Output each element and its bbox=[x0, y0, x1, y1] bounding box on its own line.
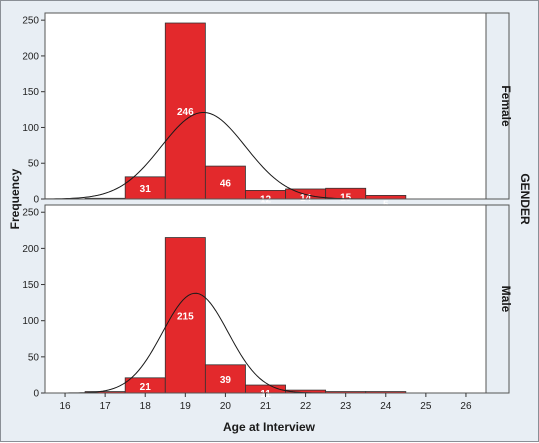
y-tick-label: 50 bbox=[28, 159, 40, 170]
bar-value-label: 39 bbox=[220, 375, 232, 386]
bar-value-label: 246 bbox=[177, 107, 194, 118]
x-tick-label: 16 bbox=[59, 401, 71, 412]
x-tick-label: 19 bbox=[180, 401, 192, 412]
y-tick-label: 200 bbox=[22, 244, 39, 255]
x-tick-label: 23 bbox=[340, 401, 352, 412]
bar-value-label: 215 bbox=[177, 311, 194, 322]
y-tick-label: 250 bbox=[22, 16, 39, 27]
y-axis-title: Frequency bbox=[8, 168, 22, 229]
x-axis-title: Age at Interview bbox=[223, 420, 316, 434]
panel-border bbox=[44, 12, 487, 200]
y-tick-label: 150 bbox=[22, 280, 39, 291]
bar-value-label: 15 bbox=[340, 192, 352, 203]
x-tick-label: 24 bbox=[380, 401, 392, 412]
bar-value-label: 31 bbox=[140, 184, 152, 195]
y-tick-label: 250 bbox=[22, 208, 39, 219]
panel-background bbox=[44, 204, 487, 394]
y-tick-label: 0 bbox=[33, 389, 39, 400]
bar-value-label: 21 bbox=[140, 382, 152, 393]
panel-label: Female bbox=[499, 85, 513, 127]
facet-variable-label: GENDER bbox=[518, 173, 532, 225]
histogram-bar bbox=[164, 22, 206, 200]
x-tick-label: 18 bbox=[140, 401, 152, 412]
y-tick-label: 150 bbox=[22, 87, 39, 98]
x-tick-label: 22 bbox=[300, 401, 312, 412]
panel-background bbox=[44, 12, 487, 200]
x-tick-label: 26 bbox=[460, 401, 472, 412]
bar-value-label: 12 bbox=[260, 194, 272, 205]
histogram-bar bbox=[204, 364, 246, 394]
x-tick-label: 25 bbox=[420, 401, 432, 412]
y-tick-label: 0 bbox=[33, 195, 39, 206]
histogram-bar bbox=[204, 165, 246, 200]
x-tick-label: 17 bbox=[100, 401, 112, 412]
y-tick-label: 200 bbox=[22, 51, 39, 62]
y-tick-label: 100 bbox=[22, 123, 39, 134]
y-tick-label: 50 bbox=[28, 352, 40, 363]
panel-label: Male bbox=[499, 286, 513, 313]
x-tick-label: 20 bbox=[220, 401, 232, 412]
bar-value-label: 46 bbox=[220, 179, 232, 190]
x-tick-label: 21 bbox=[260, 401, 272, 412]
bar-value-label: 14 bbox=[300, 193, 312, 204]
y-tick-label: 100 bbox=[22, 316, 39, 327]
